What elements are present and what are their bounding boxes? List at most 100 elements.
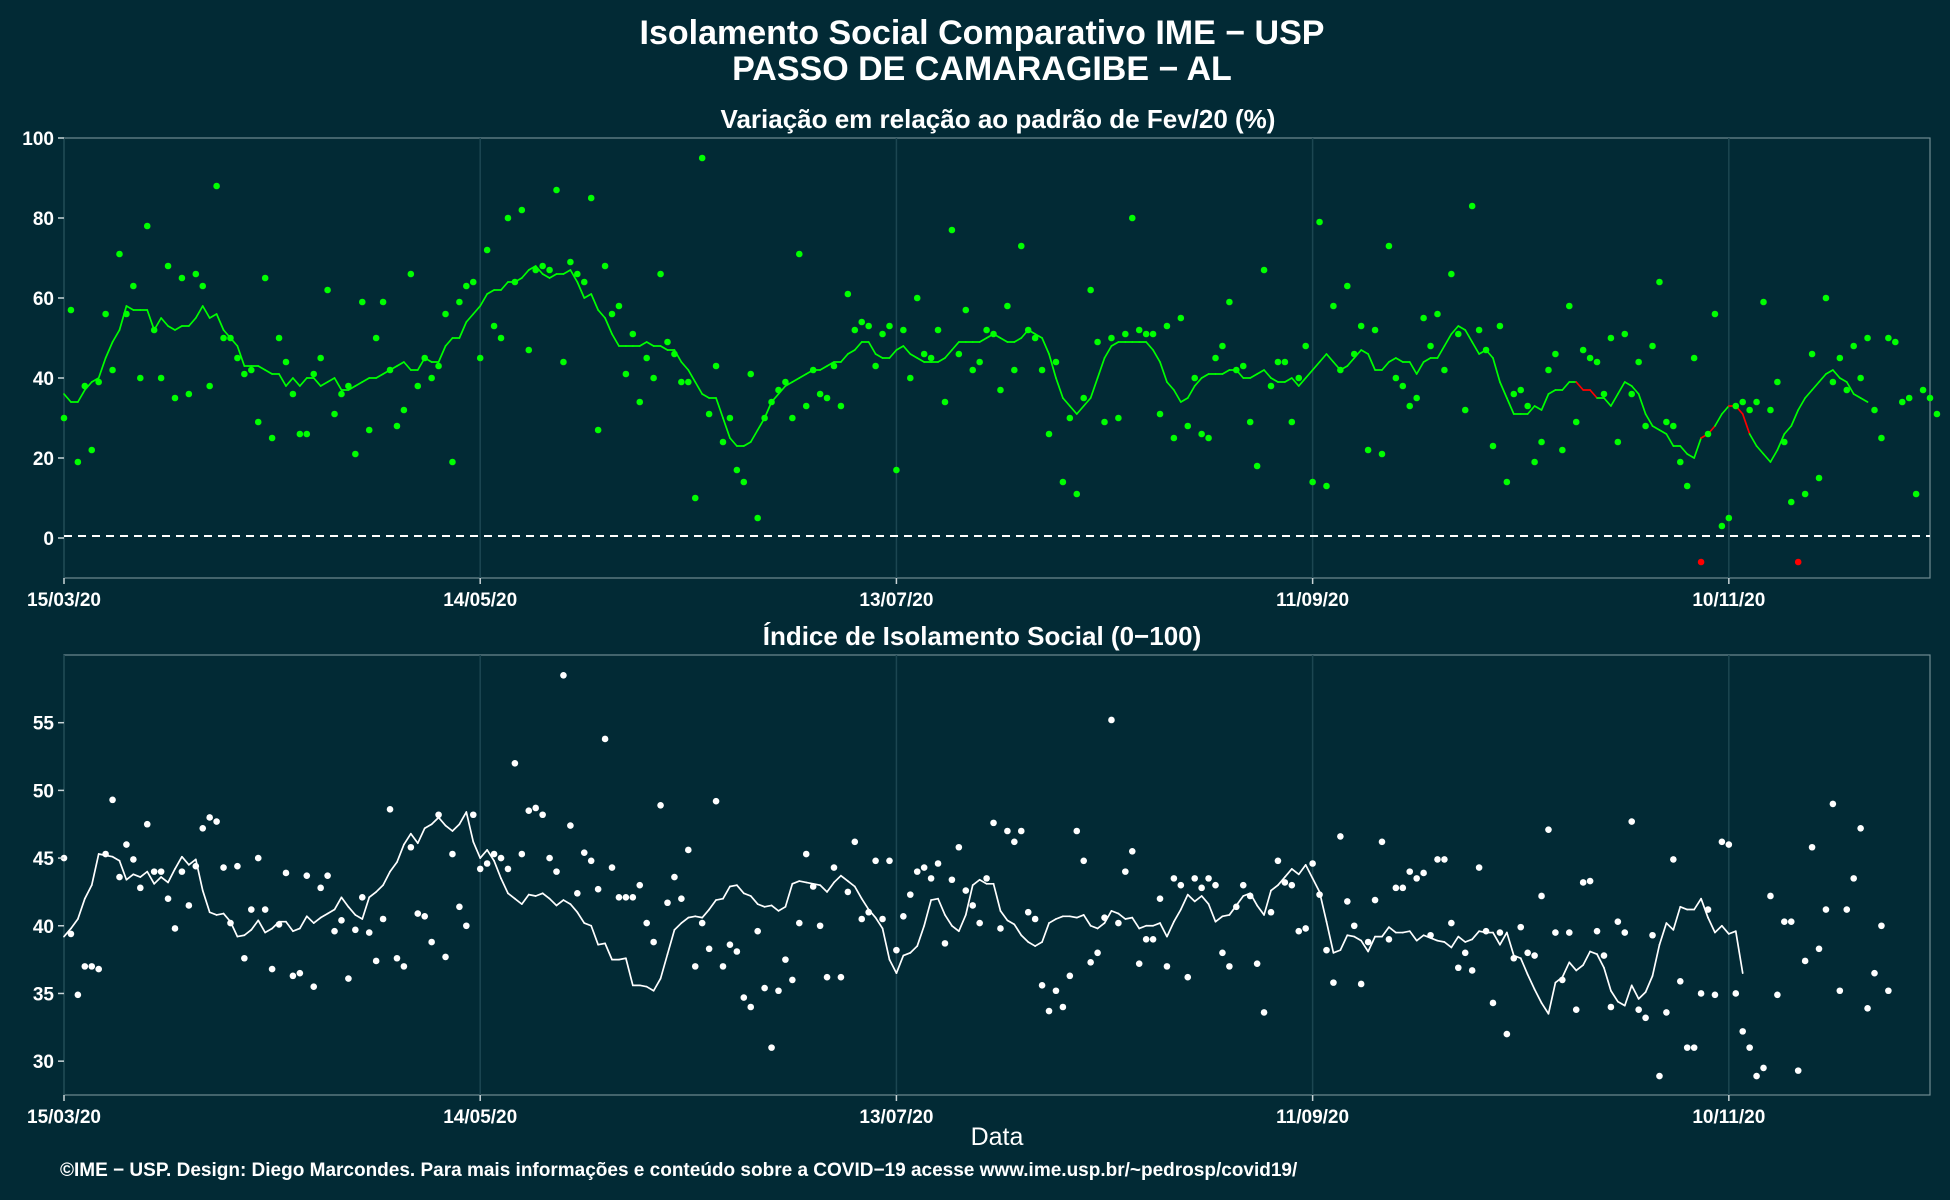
panel2-rolling-mean-segment bbox=[1492, 931, 1501, 946]
panel1-data-point bbox=[261, 274, 269, 282]
panel1-rolling-mean-segment bbox=[1166, 381, 1175, 391]
panel2-data-point bbox=[442, 953, 449, 961]
panel1-rolling-mean-segment bbox=[1471, 341, 1480, 355]
panel2-data-point bbox=[1864, 1005, 1871, 1012]
panel2-data-point bbox=[1683, 1044, 1691, 1051]
panel1-data-point bbox=[1538, 438, 1545, 446]
panel1-rolling-mean-segment bbox=[1561, 381, 1571, 391]
panel1-data-point bbox=[1364, 446, 1372, 454]
panel1-rolling-mean-segment bbox=[895, 345, 905, 351]
panel2-data-point bbox=[685, 846, 692, 854]
panel1-rolling-mean-segment bbox=[1651, 425, 1661, 431]
panel2-data-point bbox=[220, 864, 227, 871]
panel2-data-point bbox=[1732, 990, 1740, 997]
panel2-data-point bbox=[948, 876, 956, 884]
panel1-data-point bbox=[331, 410, 338, 418]
panel1-rolling-mean-segment bbox=[909, 353, 919, 359]
panel1-data-point bbox=[1191, 374, 1198, 382]
panel2-rolling-mean-segment bbox=[1367, 935, 1376, 953]
panel1-rolling-mean-segment bbox=[1325, 353, 1335, 363]
panel2-data-point bbox=[1344, 898, 1351, 905]
panel1-rolling-mean-segment bbox=[396, 361, 405, 367]
panel2-rolling-mean-segment bbox=[978, 878, 988, 885]
panel1-data-point bbox=[636, 398, 644, 406]
panel1-data-point bbox=[1843, 386, 1851, 394]
panel1-data-point bbox=[435, 362, 442, 370]
panel1-data-point bbox=[823, 394, 831, 402]
panel2-rolling-mean-segment bbox=[853, 885, 863, 900]
panel1-data-point bbox=[1746, 406, 1753, 414]
panel2-data-point bbox=[407, 843, 415, 851]
panel2-marks bbox=[60, 672, 1892, 1080]
panel2-data-point bbox=[1739, 1028, 1747, 1035]
panel1-data-point bbox=[1073, 490, 1081, 498]
panel2-data-point bbox=[282, 869, 290, 877]
panel2-rolling-mean-segment bbox=[1575, 964, 1585, 972]
panel1-data-point bbox=[1038, 366, 1046, 374]
panel1-data-point bbox=[386, 366, 394, 374]
panel2-rolling-mean-segment bbox=[1055, 915, 1064, 920]
panel2-y-tick-label: 40 bbox=[33, 917, 54, 938]
panel2-data-point bbox=[1205, 875, 1212, 882]
panel2-data-point bbox=[796, 919, 803, 927]
panel2-data-point bbox=[539, 811, 546, 819]
panel1-rolling-mean-segment bbox=[1436, 345, 1446, 359]
panel2-rolling-mean-segment bbox=[1679, 905, 1689, 911]
panel2-rolling-mean-segment bbox=[153, 876, 162, 885]
panel1-data-point bbox=[310, 370, 318, 378]
panel2-rolling-mean-segment bbox=[1353, 935, 1363, 942]
panel2-rolling-mean-segment bbox=[1089, 924, 1099, 930]
panel1-data-point bbox=[1919, 386, 1927, 394]
panel1-data-point bbox=[1399, 382, 1407, 390]
panel2-data-point bbox=[1496, 929, 1504, 936]
panel1-data-point bbox=[1135, 326, 1143, 334]
panel1-data-point bbox=[906, 374, 914, 382]
panel2-rolling-mean-segment bbox=[541, 892, 551, 900]
panel2-rolling-mean-segment bbox=[652, 977, 662, 992]
panel2-data-point bbox=[782, 956, 789, 963]
panel1-data-point bbox=[109, 366, 116, 374]
panel2-rolling-mean-segment bbox=[951, 924, 960, 933]
panel1-data-point bbox=[1503, 478, 1511, 486]
panel1-data-point bbox=[137, 374, 144, 382]
panel1-data-point bbox=[837, 402, 845, 410]
panel2-rolling-mean-segment bbox=[1526, 973, 1536, 991]
panel1-rolling-mean-segment bbox=[333, 377, 343, 391]
panel2-rolling-mean-segment bbox=[638, 984, 648, 988]
panel1-data-point bbox=[685, 378, 692, 386]
panel2-data-point bbox=[719, 963, 727, 970]
panel2-rolling-mean-segment bbox=[1623, 984, 1633, 1007]
panel2-data-point bbox=[1295, 927, 1303, 935]
panel1-data-point bbox=[553, 186, 560, 194]
panel1-rolling-mean-segment bbox=[1145, 341, 1154, 351]
panel1-data-point bbox=[1579, 346, 1587, 354]
panel1-rolling-mean-segment bbox=[1630, 385, 1640, 395]
panel2-data-point bbox=[1024, 908, 1032, 916]
panel1-rolling-mean-segment bbox=[1096, 357, 1106, 379]
panel1-data-point bbox=[1711, 310, 1719, 318]
panel1-data-point bbox=[754, 514, 761, 522]
panel2-rolling-mean-segment bbox=[1013, 923, 1023, 937]
panel1-rolling-mean-segment bbox=[1492, 357, 1501, 383]
panel1-data-point bbox=[1357, 322, 1365, 330]
panel2-data-point bbox=[941, 940, 949, 947]
panel1-data-point bbox=[1288, 418, 1296, 426]
panel1-rolling-mean-segment bbox=[597, 309, 606, 319]
panel1-rolling-mean-segment bbox=[1832, 369, 1841, 379]
panel2-rolling-mean-segment bbox=[250, 919, 260, 931]
panel1-data-point bbox=[1413, 394, 1420, 402]
panel2-data-point bbox=[886, 857, 893, 865]
panel2-rolling-mean-segment bbox=[1193, 895, 1203, 903]
panel1-rolling-mean-segment bbox=[1408, 361, 1418, 375]
panel1-data-point bbox=[1760, 298, 1767, 306]
panel2-data-point bbox=[469, 811, 477, 819]
panel2-rolling-mean-segment bbox=[708, 899, 717, 911]
panel2-rolling-mean-segment bbox=[493, 859, 502, 880]
panel1-rolling-mean-segment bbox=[1179, 397, 1189, 403]
panel2-data-point bbox=[116, 873, 123, 881]
panel2-rolling-mean-segment bbox=[1603, 966, 1612, 992]
panel1-data-point bbox=[1344, 282, 1351, 290]
panel2-data-point bbox=[1364, 938, 1372, 946]
panel1-data-point bbox=[192, 270, 200, 278]
chart-title-line1: Isolamento Social Comparativo IME − USP bbox=[640, 14, 1325, 52]
